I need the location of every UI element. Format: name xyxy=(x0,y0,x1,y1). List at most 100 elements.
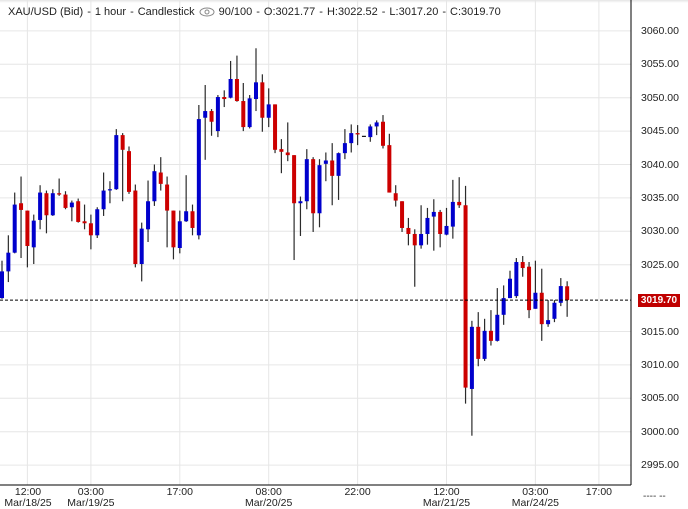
candle-up xyxy=(31,220,36,248)
candle-down xyxy=(527,266,532,311)
candle-down xyxy=(120,135,125,150)
candle-down xyxy=(292,155,297,204)
candle-up xyxy=(482,330,487,359)
candle-up xyxy=(146,201,151,230)
candle-down xyxy=(222,97,227,100)
candle-down xyxy=(285,152,290,156)
candle-up xyxy=(152,171,157,202)
candle-up xyxy=(139,228,144,265)
candle-down xyxy=(279,149,284,152)
chart-header: XAU/USD (Bid) - 1 hour - Candlestick 90/… xyxy=(8,6,501,18)
candle-down xyxy=(406,227,411,234)
candle-down xyxy=(234,78,239,102)
close-value: C:3019.70 xyxy=(450,6,501,18)
top-edge xyxy=(0,0,688,3)
candle-up xyxy=(323,160,328,164)
separator: - xyxy=(319,6,323,18)
candle-up xyxy=(228,78,233,98)
candle-down xyxy=(381,121,385,146)
candle-down xyxy=(457,201,462,206)
candle-up xyxy=(450,201,455,227)
candle-up xyxy=(425,217,430,234)
candle-up xyxy=(368,126,373,138)
candle-down xyxy=(387,145,392,193)
candle-up xyxy=(558,286,563,303)
candle-up xyxy=(495,314,500,341)
eye-icon[interactable] xyxy=(199,7,215,17)
candle-down xyxy=(209,111,214,122)
candle-down xyxy=(438,211,443,234)
candle-up xyxy=(317,165,322,214)
y-tick-label: 3055.00 xyxy=(641,58,679,71)
candle-down xyxy=(565,286,570,301)
y-tick-label: 3050.00 xyxy=(641,91,679,104)
crosshair-value: ---- -- xyxy=(643,491,666,502)
candle-down xyxy=(400,201,405,228)
candle-up xyxy=(419,233,424,246)
candle-up xyxy=(514,262,519,297)
candle-down xyxy=(273,104,278,150)
candle-up xyxy=(552,302,557,319)
last-price-label: 3019.70 xyxy=(638,293,680,307)
candle-down xyxy=(241,101,246,128)
candle-up xyxy=(304,159,309,202)
candle-down xyxy=(82,221,87,224)
x-tick-label: 12:00 Mar/21/25 xyxy=(422,486,471,509)
symbol-label: XAU/USD (Bid) xyxy=(8,6,84,18)
y-tick-label: 3005.00 xyxy=(641,392,679,405)
candle-up xyxy=(501,298,506,315)
candle-up xyxy=(469,326,474,389)
y-tick-label: 3000.00 xyxy=(641,425,679,438)
candle-down xyxy=(25,210,30,246)
candle-up xyxy=(431,211,436,217)
candle-up xyxy=(177,221,182,248)
separator: - xyxy=(87,6,91,18)
x-tick-label: 12:00 Mar/18/25 xyxy=(4,486,52,509)
candle-up xyxy=(336,153,341,176)
candle-down xyxy=(76,201,81,222)
separator: - xyxy=(442,6,447,18)
candle-down xyxy=(57,193,62,195)
candle-down xyxy=(355,133,360,135)
candle-down xyxy=(190,211,195,228)
candle-down xyxy=(44,193,49,216)
candle-up xyxy=(247,98,252,128)
chart-type-label[interactable]: Candlestick xyxy=(137,6,195,18)
candle-up xyxy=(298,201,303,204)
interval-label[interactable]: 1 hour xyxy=(94,6,127,18)
candle-up xyxy=(533,292,538,309)
separator: - xyxy=(256,6,260,18)
candle-down xyxy=(165,184,170,211)
candle-up xyxy=(0,271,4,299)
candle-down xyxy=(330,160,335,176)
candle-up xyxy=(38,192,43,220)
candle-down xyxy=(127,151,131,192)
candle-up xyxy=(69,202,74,208)
candle-down xyxy=(133,190,138,265)
candle-up xyxy=(203,111,208,118)
x-tick-label: 22:00 xyxy=(344,486,371,498)
candle-up xyxy=(374,122,379,127)
y-tick-label: 2995.00 xyxy=(641,459,679,472)
candle-up xyxy=(444,225,449,235)
y-tick-label: 3045.00 xyxy=(641,125,679,138)
candle-down xyxy=(171,210,176,248)
y-tick-label: 3060.00 xyxy=(641,24,679,37)
y-tick-label: 3015.00 xyxy=(641,325,679,338)
y-tick-label: 3025.00 xyxy=(641,258,679,271)
candle-down xyxy=(311,159,316,214)
candle-up xyxy=(546,320,551,325)
candle-down xyxy=(19,203,24,210)
candle-up xyxy=(196,119,201,236)
candle-up xyxy=(107,189,112,191)
candle-up xyxy=(349,133,354,144)
low-value: L:3017.20 xyxy=(389,6,439,18)
candle-up xyxy=(361,135,366,137)
candle-down xyxy=(539,292,544,325)
candle-down xyxy=(63,194,68,208)
separator: - xyxy=(130,6,134,18)
candle-down xyxy=(260,82,265,118)
candle-up xyxy=(184,211,189,222)
candle-up xyxy=(6,252,11,272)
